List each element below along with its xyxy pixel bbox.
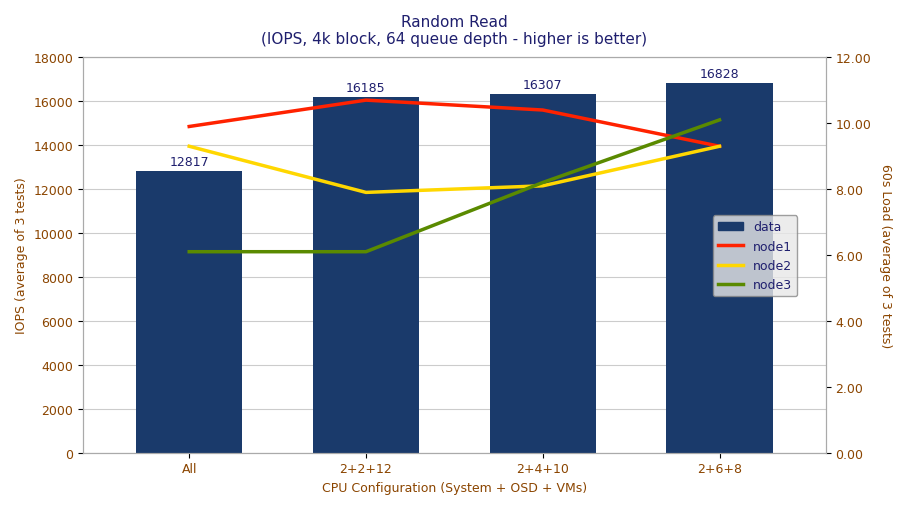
- X-axis label: CPU Configuration (System + OSD + VMs): CPU Configuration (System + OSD + VMs): [322, 481, 587, 494]
- Text: 16185: 16185: [346, 82, 385, 95]
- Text: 12817: 12817: [170, 156, 209, 168]
- Bar: [136, 172, 242, 453]
- Bar: [490, 95, 596, 453]
- Legend: data, node1, node2, node3: data, node1, node2, node3: [713, 216, 797, 297]
- Text: 16307: 16307: [523, 79, 562, 92]
- Bar: [313, 98, 419, 453]
- Title: Random Read
(IOPS, 4k block, 64 queue depth - higher is better): Random Read (IOPS, 4k block, 64 queue de…: [261, 15, 648, 47]
- Y-axis label: IOPS (average of 3 tests): IOPS (average of 3 tests): [15, 177, 28, 334]
- Y-axis label: 60s Load (average of 3 tests): 60s Load (average of 3 tests): [879, 163, 892, 348]
- Bar: [667, 84, 773, 453]
- Text: 16828: 16828: [699, 68, 739, 80]
